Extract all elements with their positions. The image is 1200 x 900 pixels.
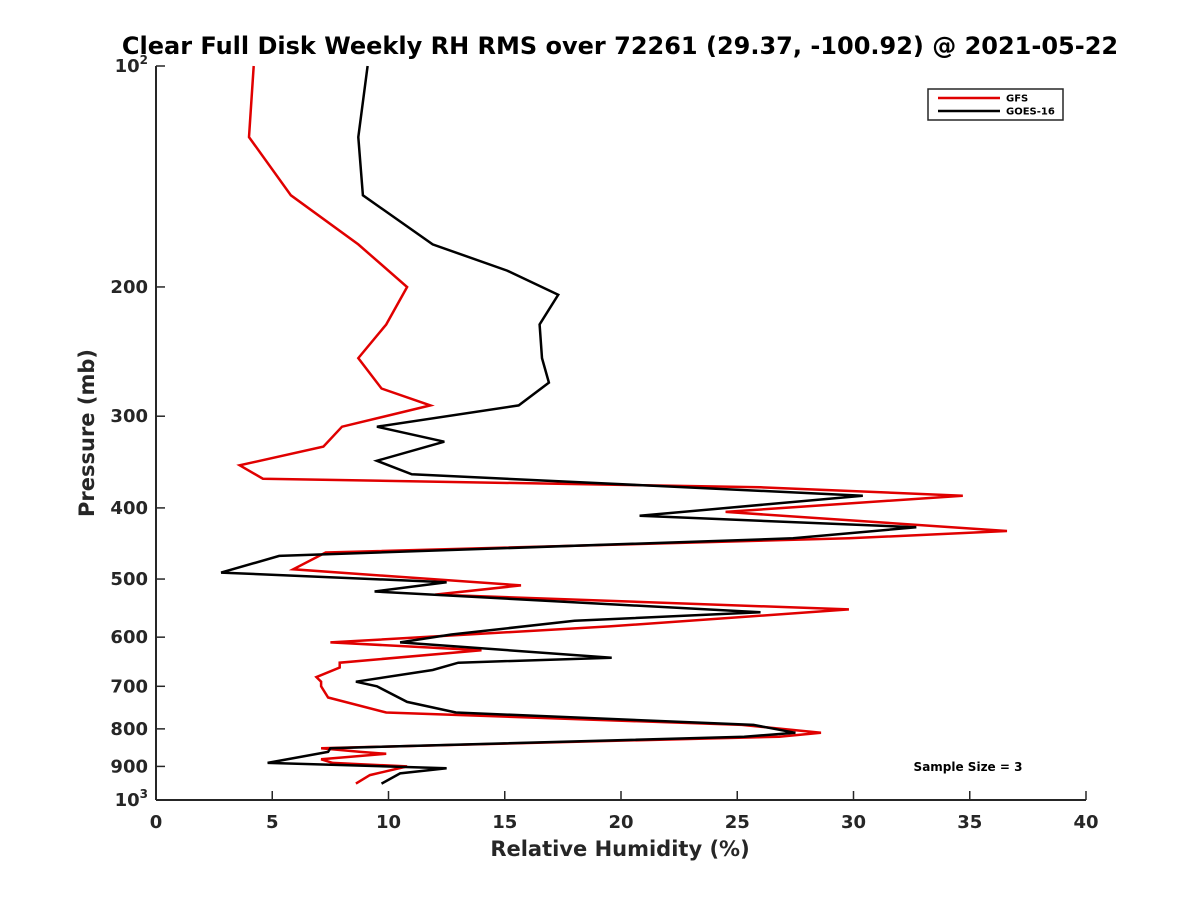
x-tick-label: 25 <box>725 812 750 833</box>
legend-label-gfs: GFS <box>1006 94 1028 105</box>
y-tick-label: 300 <box>110 406 148 427</box>
chart-title: Clear Full Disk Weekly RH RMS over 72261… <box>122 32 1118 60</box>
axes <box>155 66 1086 801</box>
y-tick-label: 103 <box>115 787 148 811</box>
series-group <box>220 65 1008 785</box>
legend: GFS GOES-16 <box>927 88 1064 121</box>
series-line-gfs <box>236 65 1008 785</box>
y-tick-label: 400 <box>110 498 148 519</box>
y-tick-label: 200 <box>110 277 148 298</box>
series-line-goes-16 <box>220 65 917 785</box>
y-tick-label: 102 <box>115 53 148 77</box>
x-tick-label: 0 <box>150 812 163 833</box>
y-axis-label: Pressure (mb) <box>75 349 99 517</box>
y-tick-label: 700 <box>110 676 148 697</box>
x-tick-label: 5 <box>266 812 279 833</box>
x-tick-label: 15 <box>492 812 517 833</box>
x-tick-label: 30 <box>841 812 866 833</box>
x-axis-label: Relative Humidity (%) <box>490 837 749 861</box>
x-tick-label: 10 <box>376 812 401 833</box>
x-tick-label: 20 <box>608 812 633 833</box>
legend-box <box>927 88 1064 121</box>
y-tick-label: 900 <box>110 756 148 777</box>
x-tick-label: 35 <box>957 812 982 833</box>
y-tick-label: 600 <box>110 627 148 648</box>
x-tick-label: 40 <box>1073 812 1098 833</box>
y-tick-label: 800 <box>110 719 148 740</box>
y-tick-label: 500 <box>110 569 148 590</box>
y-ticks: 102 200 300 400 500 600 700 800 900 103 <box>110 53 165 811</box>
sample-size-annotation: Sample Size = 3 <box>914 760 1023 774</box>
x-ticks: 0 5 10 15 20 25 30 35 40 <box>150 791 1099 833</box>
legend-label-goes-16: GOES-16 <box>1006 107 1055 118</box>
